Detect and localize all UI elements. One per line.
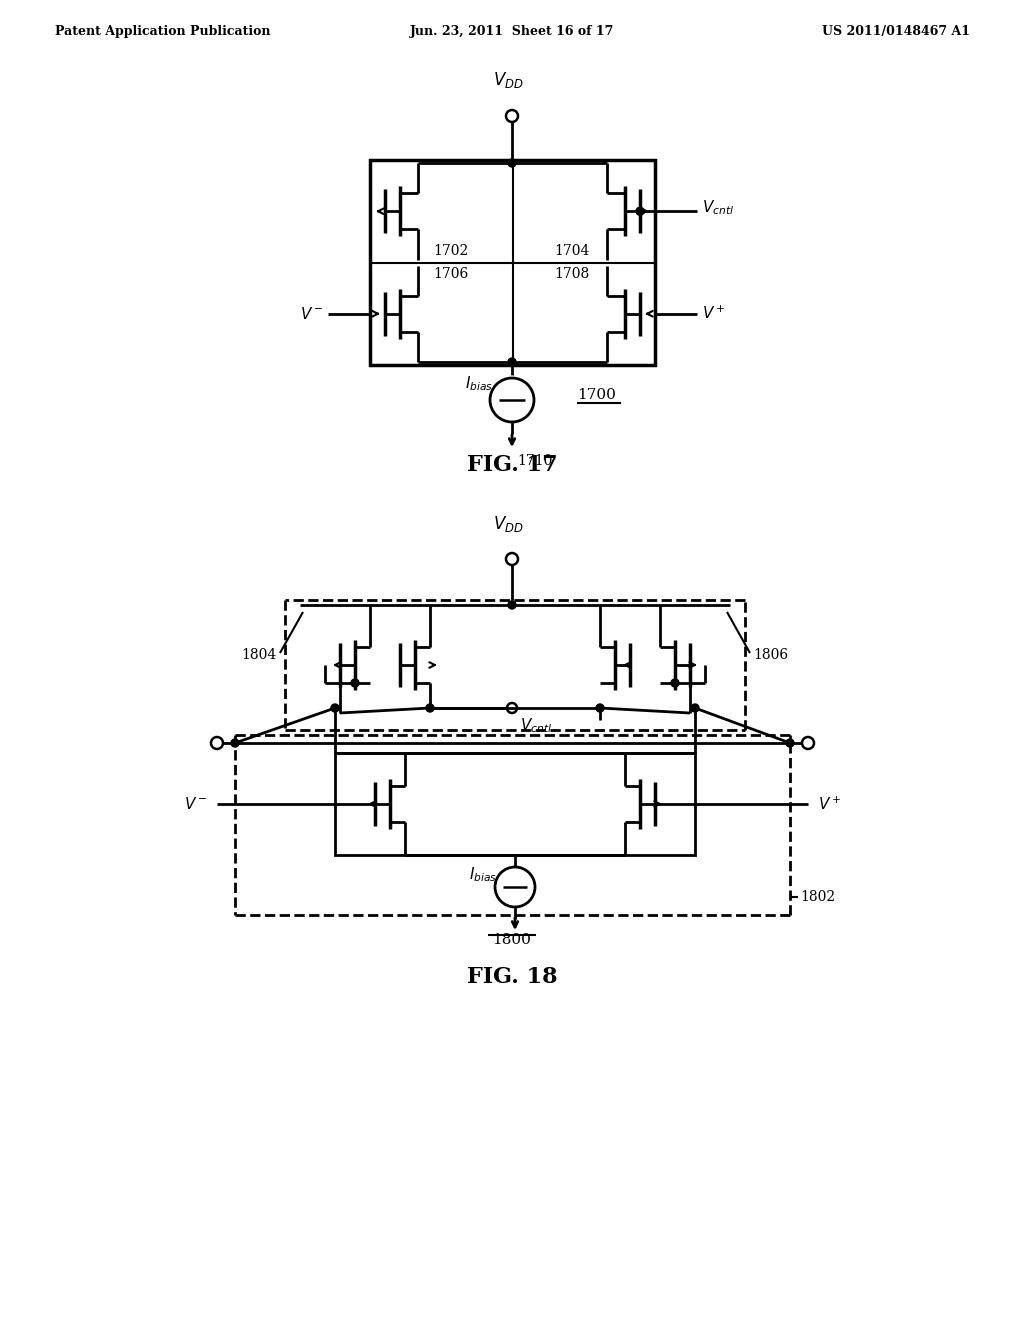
Text: 1804: 1804 [242, 648, 278, 663]
Circle shape [351, 678, 359, 686]
Text: Jun. 23, 2011  Sheet 16 of 17: Jun. 23, 2011 Sheet 16 of 17 [410, 25, 614, 38]
Text: 1806: 1806 [753, 648, 788, 663]
Text: 1706: 1706 [433, 267, 469, 281]
Text: $V^+$: $V^+$ [702, 305, 725, 322]
Text: $V^-$: $V^-$ [300, 306, 323, 322]
Circle shape [508, 358, 516, 366]
Circle shape [331, 704, 339, 711]
Text: 1702: 1702 [433, 244, 469, 259]
Text: 1704: 1704 [554, 244, 590, 259]
Bar [335, 752, 695, 855]
Circle shape [691, 704, 699, 711]
Circle shape [671, 678, 679, 686]
Text: $V_{cntl}$: $V_{cntl}$ [702, 198, 734, 216]
Text: $V_{cntl}$: $V_{cntl}$ [520, 717, 552, 735]
Circle shape [786, 739, 794, 747]
Bar [370, 160, 655, 366]
Circle shape [231, 739, 239, 747]
Text: $I_{bias}$: $I_{bias}$ [465, 375, 493, 393]
Text: FIG. 17: FIG. 17 [467, 454, 557, 477]
Text: $I_{bias}$: $I_{bias}$ [469, 866, 497, 884]
Text: 1800: 1800 [493, 933, 531, 946]
Circle shape [426, 704, 434, 711]
Circle shape [596, 704, 604, 711]
Text: 1802: 1802 [800, 890, 836, 904]
Text: $V_{DD}$: $V_{DD}$ [493, 513, 523, 535]
Text: FIG. 18: FIG. 18 [467, 966, 557, 987]
Text: 1700: 1700 [577, 388, 615, 403]
Text: $V^+$: $V^+$ [818, 796, 842, 813]
Text: Patent Application Publication: Patent Application Publication [55, 25, 270, 38]
Text: 1710: 1710 [517, 454, 552, 469]
Circle shape [508, 158, 516, 168]
Circle shape [508, 601, 516, 609]
Text: US 2011/0148467 A1: US 2011/0148467 A1 [822, 25, 970, 38]
Circle shape [636, 207, 644, 215]
Text: 1708: 1708 [554, 267, 590, 281]
Text: $V_{DD}$: $V_{DD}$ [493, 70, 523, 90]
Text: $V^-$: $V^-$ [183, 796, 207, 812]
